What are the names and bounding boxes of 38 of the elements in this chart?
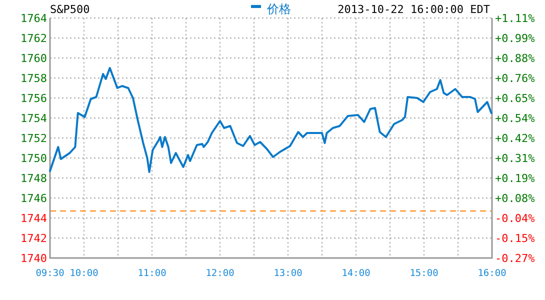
x-tick-label: 11:00 xyxy=(138,268,167,279)
y2-tick-label: +0.65% xyxy=(495,92,536,106)
y-tick-label: 1748 xyxy=(20,172,47,185)
y-tick-label: 1750 xyxy=(20,152,47,165)
y-tick-label: 1762 xyxy=(20,32,47,45)
y2-tick-label: +0.19% xyxy=(495,172,536,186)
y2-tick-label: +0.08% xyxy=(495,192,536,205)
y2-tick-label: -0.15% xyxy=(495,232,536,245)
chart-subtitle: 2013-10-22 16:00:00 EDT xyxy=(338,3,490,16)
x-tick-label: 10:00 xyxy=(70,268,99,279)
y2-tick-label: +0.99% xyxy=(495,32,536,46)
y2-tick-label: -0.27% xyxy=(495,252,536,265)
y-tick-label: 1746 xyxy=(20,192,47,205)
x-tick-label: 14:00 xyxy=(342,268,371,279)
y2-tick-label: +0.88% xyxy=(495,52,536,65)
y-tick-label: 1760 xyxy=(20,52,47,65)
y2-tick-label: +0.42% xyxy=(495,132,536,145)
y-tick-label: 1742 xyxy=(20,232,47,245)
y2-tick-label: +1.11% xyxy=(495,12,536,25)
y-tick-label: 1740 xyxy=(20,252,47,265)
y2-tick-label: -0.04% xyxy=(495,212,536,226)
y-tick-label: 1764 xyxy=(20,12,48,25)
y2-tick-label: +0.54% xyxy=(495,112,536,125)
y-tick-label: 1754 xyxy=(20,112,48,125)
x-tick-label: 09:30 xyxy=(36,268,65,279)
x-tick-label: 12:00 xyxy=(206,268,235,279)
y-tick-label: 1758 xyxy=(20,72,47,85)
y2-tick-label: +0.31% xyxy=(495,152,536,166)
y-tick-label: 1744 xyxy=(20,212,48,225)
legend-item: 价格 xyxy=(251,2,291,16)
y2-tick-label: +0.76% xyxy=(495,72,536,85)
y-tick-label: 1752 xyxy=(20,132,47,145)
legend-label: 价格 xyxy=(266,2,291,16)
x-tick-label: 13:00 xyxy=(274,268,303,279)
x-tick-label: 16:00 xyxy=(478,268,507,279)
x-tick-label: 15:00 xyxy=(410,268,439,279)
chart-title: S&P500 xyxy=(50,3,90,16)
y-tick-label: 1756 xyxy=(20,92,47,105)
